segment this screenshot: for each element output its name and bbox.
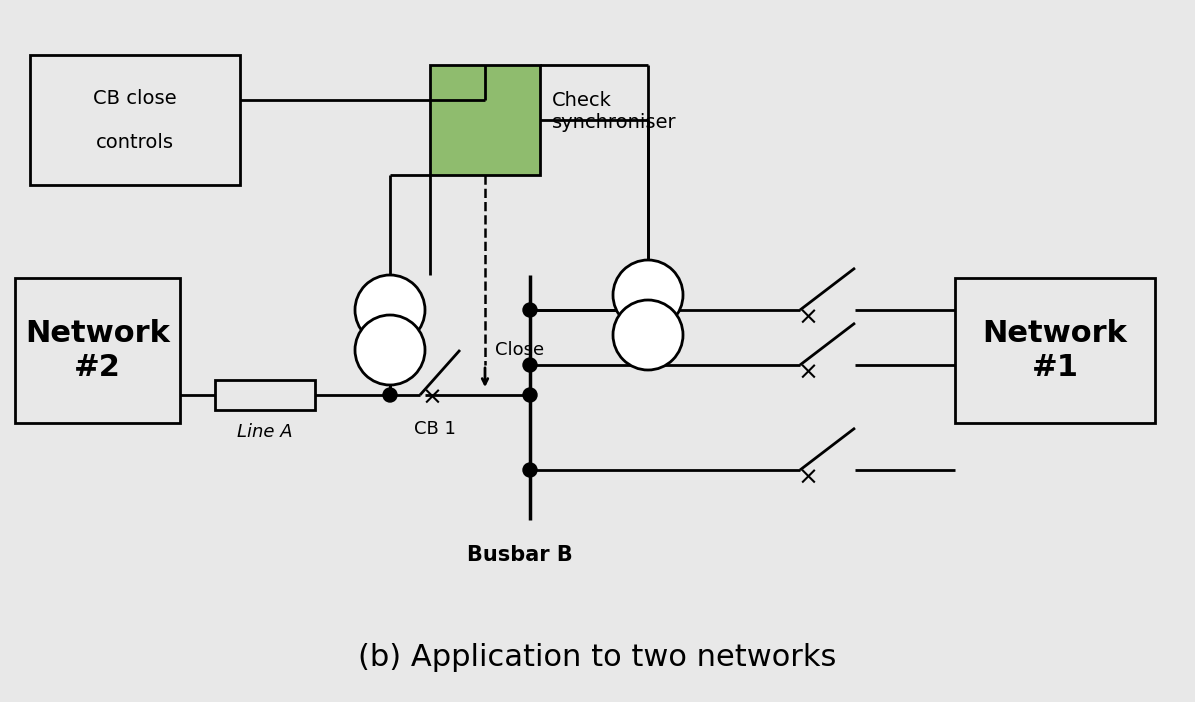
Circle shape [384, 388, 397, 402]
Circle shape [613, 300, 684, 370]
Text: Line A: Line A [237, 423, 293, 441]
Text: Check
synchroniser: Check synchroniser [552, 91, 676, 133]
Text: Network
#1: Network #1 [982, 319, 1127, 382]
Text: ×: × [422, 386, 442, 410]
Text: ×: × [797, 306, 819, 330]
Bar [955, 278, 1156, 423]
Text: (b) Application to two networks: (b) Application to two networks [358, 642, 836, 672]
Bar [215, 380, 315, 410]
Circle shape [523, 303, 537, 317]
Circle shape [523, 463, 537, 477]
Text: ×: × [797, 361, 819, 385]
Circle shape [355, 275, 425, 345]
Text: CB 1: CB 1 [413, 420, 456, 438]
Circle shape [613, 260, 684, 330]
Text: Close: Close [495, 341, 544, 359]
Bar [16, 278, 180, 423]
Circle shape [523, 388, 537, 402]
Text: ×: × [797, 466, 819, 490]
Bar [30, 55, 240, 185]
Circle shape [355, 315, 425, 385]
Text: Network
#2: Network #2 [25, 319, 170, 382]
Bar [430, 65, 540, 175]
Text: Busbar B: Busbar B [467, 545, 572, 565]
Text: CB close

controls: CB close controls [93, 88, 177, 152]
Circle shape [523, 358, 537, 372]
